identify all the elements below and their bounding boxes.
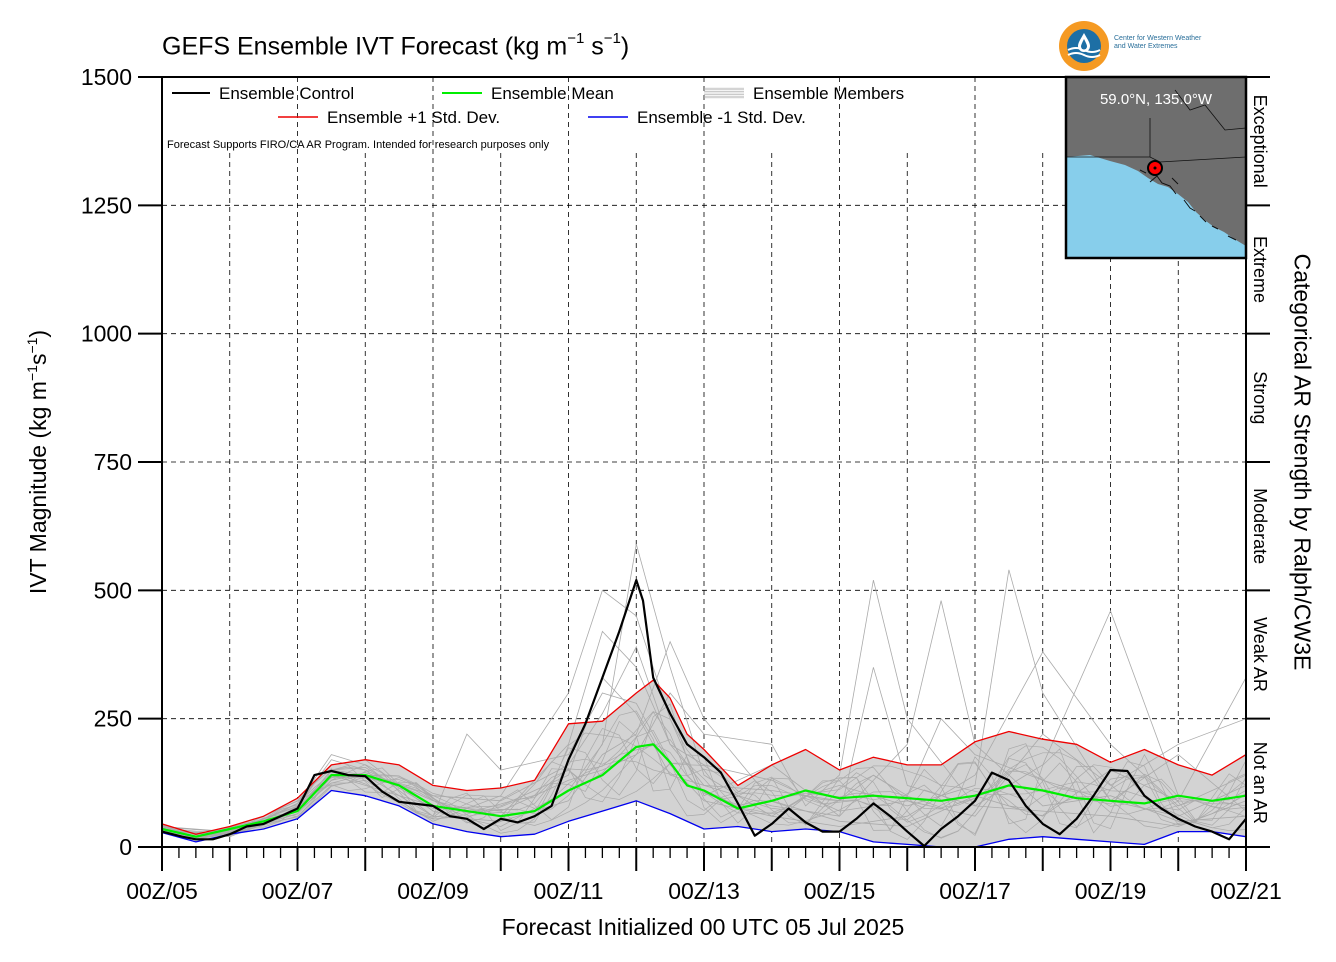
category-label: Extreme [1250,236,1270,303]
y-tick-label: 0 [119,834,132,860]
ensemble-member-line [162,727,1246,837]
legend-label-members: Ensemble Members [753,84,904,103]
ensemble-member-line [162,759,1246,840]
location-inset-map [1064,75,1248,260]
ensemble-member-line [162,743,1246,837]
std-dev-band-area [162,680,1246,847]
x-tick-label: 00Z/13 [668,878,740,904]
ensemble-member-line [162,676,1246,834]
chart-title: GEFS Ensemble IVT Forecast (kg m−1 s−1) [162,30,630,61]
x-tick-label: 00Z/11 [534,878,604,904]
x-tick-label: 00Z/19 [1075,878,1147,904]
cw3e-logo: Center for Western Weather and Water Extr… [1058,20,1238,74]
main-series [162,578,1246,847]
category-label: Moderate [1250,488,1270,564]
category-label: Weak AR [1250,617,1270,692]
legend-label-minus: Ensemble -1 Std. Dev. [637,108,806,127]
category-label: Strong [1250,371,1270,424]
legend-label-control: Ensemble Control [219,84,354,103]
ensemble-member-line [162,703,1246,839]
ensemble-member-line [162,569,1246,838]
y-tick-label: 500 [94,577,132,603]
axes: 0 250 500 750 1000 1250 1500 00Z/05 00Z/07 00Z/09… [81,64,1282,904]
x-tick-label: 00Z/05 [126,878,198,904]
x-tick-label: 00Z/07 [262,878,334,904]
inset-ocean [1066,155,1246,258]
cw3e-logo-text: Center for Western Weather and Water Extr… [1114,35,1202,50]
inset-coastline [1139,169,1237,241]
y-tick-label: 1000 [81,321,132,347]
x-axis-label: Forecast Initialized 00 UTC 05 Jul 2025 [501,914,905,940]
y-tick-label: 750 [94,449,132,475]
x-tick-label: 00Z/17 [939,878,1011,904]
location-marker-dot [1153,166,1157,170]
std-dev-band [162,680,1246,847]
ensemble-member-line [162,645,1246,835]
disclaimer-text: Forecast Supports FIRO/CA AR Program. In… [167,139,550,151]
x-tick-label: 00Z/09 [397,878,469,904]
y-axis-label: IVT Magnitude (kg m−1s−1) [24,329,51,595]
series-line-control [162,578,1246,847]
legend-label-mean: Ensemble Mean [491,84,614,103]
y-tick-label: 250 [94,706,132,732]
category-label: Exceptional [1250,95,1270,188]
ensemble-member-line [162,739,1246,840]
cw3e-logo-icon [1059,21,1109,71]
right-axis-label: Categorical AR Strength by Ralph/CW3E [1289,253,1316,671]
ensemble-member-line [162,710,1246,840]
series-line-minus [162,789,1246,847]
inset-border-lines [1066,89,1247,163]
inset-location-label: 59.0°N, 135.0°W [1099,91,1213,108]
y-tick-label: 1250 [81,192,132,218]
inset-frame [1064,75,1248,260]
y-tick-label: 1500 [81,64,132,90]
legend: Forecast Supports FIRO/CA AR Program. In… [167,84,904,151]
x-tick-label: 00Z/21 [1210,878,1282,904]
category-label: Not an AR [1250,742,1270,824]
series-line-plus [162,679,1246,835]
x-tick-label: 00Z/15 [804,878,876,904]
legend-label-plus: Ensemble +1 Std. Dev. [327,108,500,127]
